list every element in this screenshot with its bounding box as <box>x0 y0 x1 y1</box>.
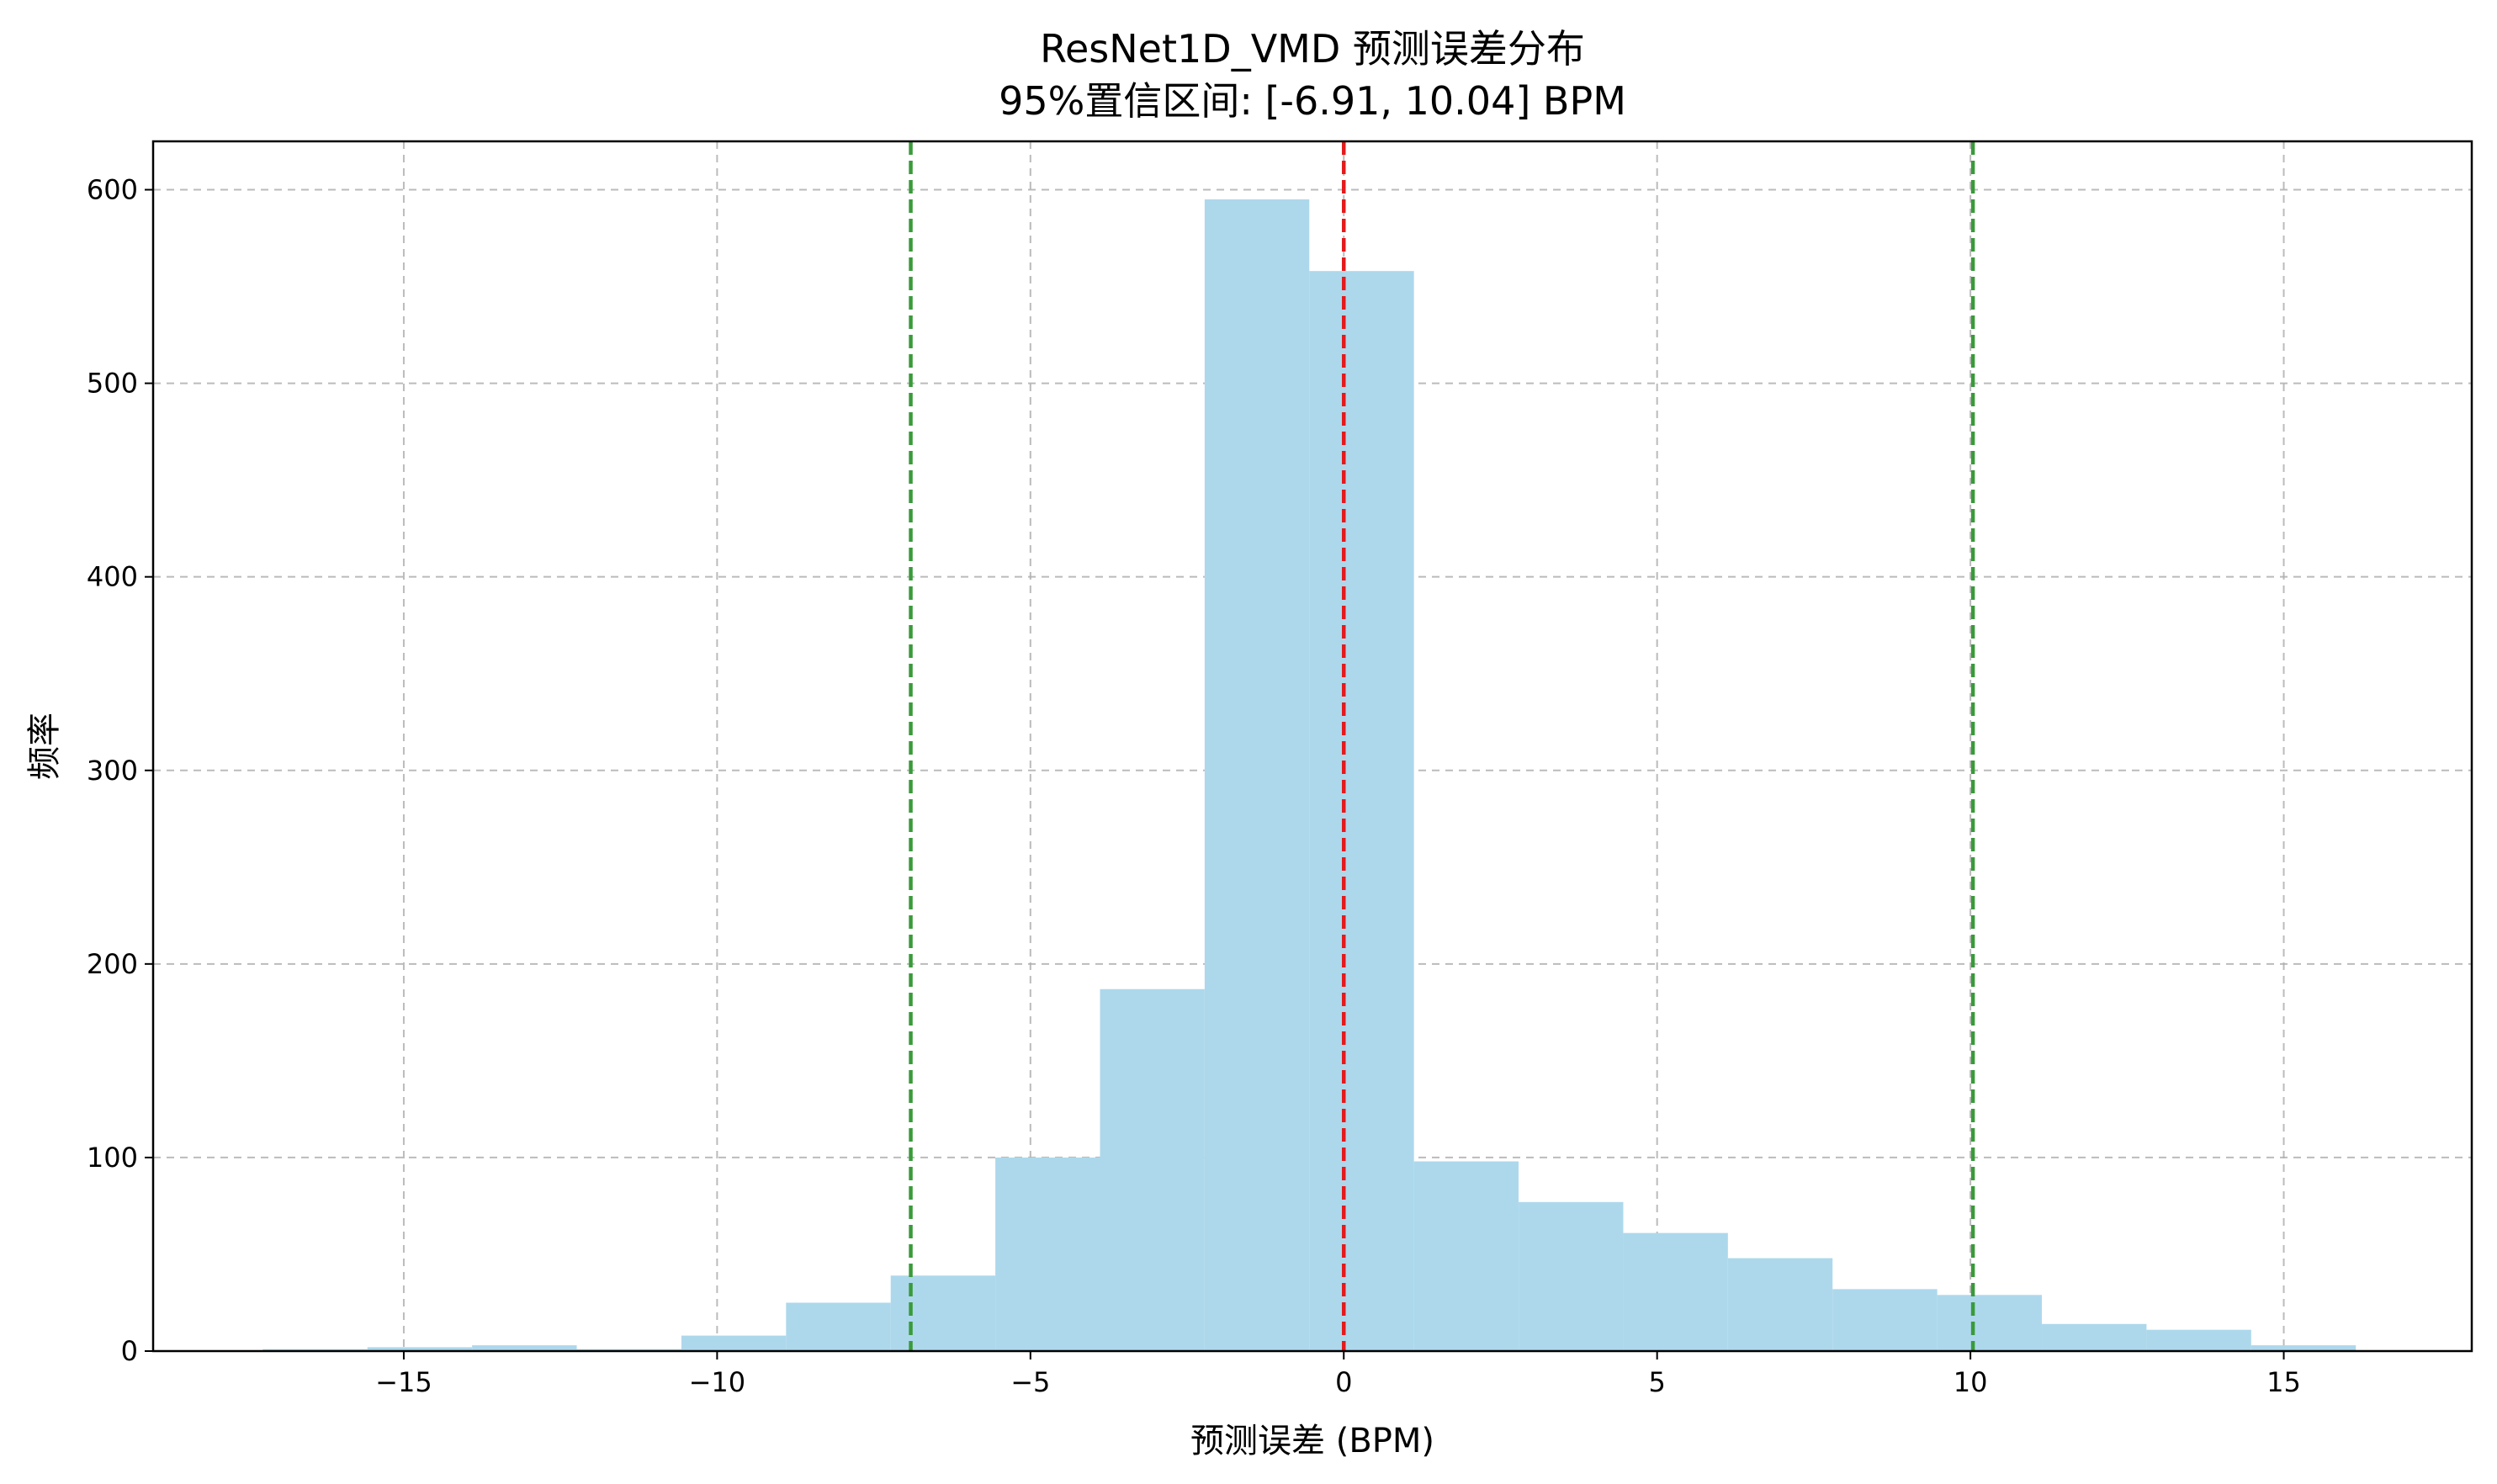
y-tick-label: 500 <box>87 368 138 400</box>
x-tick-label: 5 <box>1648 1366 1665 1398</box>
histogram-bar <box>1727 1258 1833 1351</box>
histogram-bar <box>472 1345 577 1351</box>
ticks-layer: −15 −10 −5 0 5 10 15 0 100 200 300 400 500 600 <box>87 174 2301 1398</box>
histogram-bar <box>995 1157 1100 1351</box>
y-tick-label: 100 <box>87 1142 138 1174</box>
histogram-bar <box>1937 1295 2043 1351</box>
histogram-bar <box>1204 199 1310 1351</box>
bars-layer <box>262 199 2357 1352</box>
histogram-bar <box>367 1347 473 1351</box>
histogram-bar <box>1623 1232 1728 1351</box>
histogram-bar <box>2250 1345 2357 1351</box>
x-tick-label: −10 <box>689 1366 746 1398</box>
histogram-bar <box>890 1275 996 1351</box>
histogram-bar <box>681 1335 787 1351</box>
histogram-bar <box>786 1302 891 1351</box>
chart-title: ResNet1D_VMD 预测误差分布 <box>1040 26 1585 72</box>
histogram-bar <box>1413 1161 1519 1351</box>
histogram-bar <box>1519 1201 1624 1351</box>
y-tick-label: 300 <box>87 755 138 787</box>
x-tick-label: −15 <box>375 1366 432 1398</box>
histogram-bar <box>2146 1329 2251 1351</box>
x-tick-label: 0 <box>1335 1366 1352 1398</box>
y-tick-label: 400 <box>87 561 138 593</box>
x-tick-label: 15 <box>2266 1366 2301 1398</box>
histogram-bar <box>1309 271 1414 1352</box>
y-tick-label: 0 <box>121 1335 138 1367</box>
histogram-bar <box>1100 988 1205 1351</box>
reference-lines-layer <box>909 141 1975 1351</box>
x-tick-label: 10 <box>1954 1366 1988 1398</box>
y-tick-label: 200 <box>87 948 138 980</box>
plot-frame <box>151 140 2473 1353</box>
y-axis-label: 频率 <box>25 713 64 780</box>
x-axis-label: 预测误差 (BPM) <box>1190 1422 1434 1460</box>
chart-subtitle: 95%置信区间: [-6.91, 10.04] BPM <box>999 78 1626 124</box>
y-tick-label: 600 <box>87 174 138 206</box>
x-tick-label: −5 <box>1010 1366 1050 1398</box>
histogram-bar <box>1832 1289 1938 1351</box>
histogram-bar <box>2042 1323 2147 1351</box>
